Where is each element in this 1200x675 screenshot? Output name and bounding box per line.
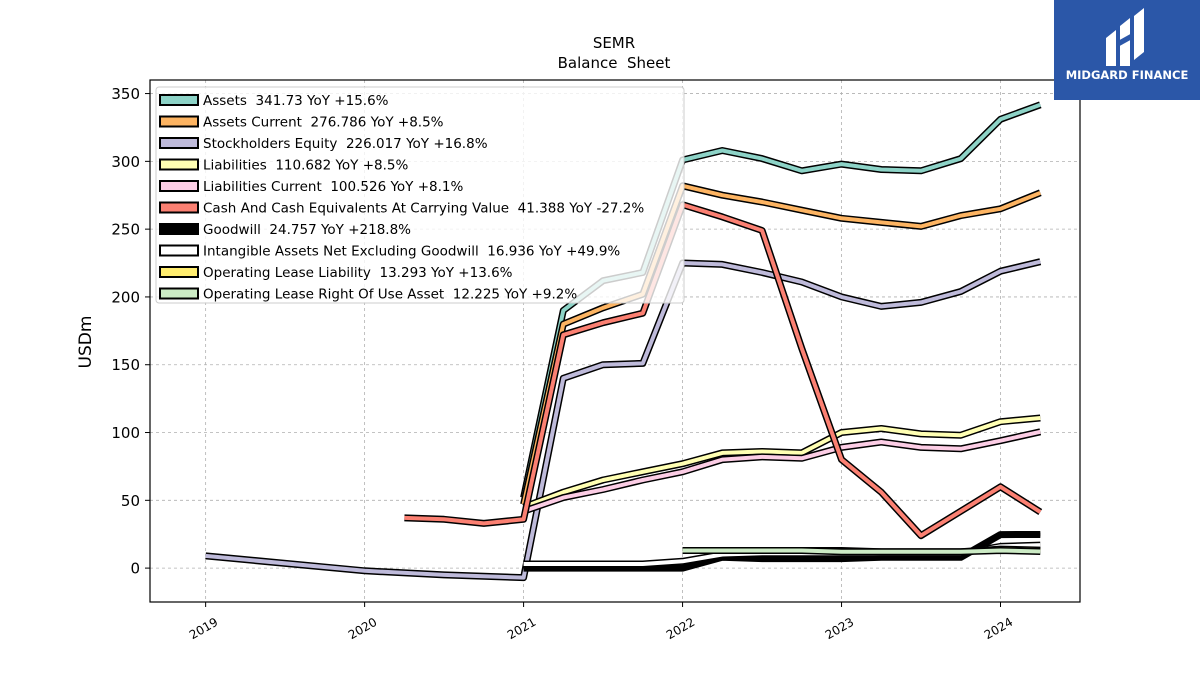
y-axis-label: USDm: [76, 316, 96, 369]
legend-label: Operating Lease Liability 13.293 YoY +13…: [203, 265, 513, 281]
legend-label: Operating Lease Right Of Use Asset 12.22…: [203, 287, 577, 303]
legend-swatch: [159, 201, 199, 214]
legend-swatch: [159, 94, 199, 106]
x-tick-label: 2024: [982, 615, 1015, 642]
midgard-logo-icon: [1106, 8, 1144, 66]
series-10: [682, 547, 1041, 556]
legend-label: Liabilities 110.682 YoY +8.5%: [203, 158, 408, 174]
y-tick-label: 50: [121, 492, 140, 510]
legend-item: Assets 341.73 YoY +15.6%: [159, 93, 389, 109]
legend-item: Cash And Cash Equivalents At Carrying Va…: [159, 201, 644, 217]
series-line-outline: [522, 414, 1041, 511]
legend-item: Liabilities Current 100.526 YoY +8.1%: [159, 179, 463, 195]
legend-item: Operating Lease Liability 13.293 YoY +13…: [159, 265, 513, 281]
series-5: [522, 428, 1042, 515]
x-tick-label: 2021: [505, 615, 538, 642]
brand-logo-text: MIDGARD FINANCE: [1065, 68, 1189, 82]
legend-item: Intangible Assets Net Excluding Goodwill…: [159, 244, 620, 260]
legend-label: Cash And Cash Equivalents At Carrying Va…: [203, 201, 644, 217]
x-tick-label: 2023: [823, 615, 856, 642]
y-tick-label: 150: [111, 356, 140, 374]
y-tick-label: 0: [130, 560, 140, 578]
legend-label: Assets Current 276.786 YoY +8.5%: [203, 115, 444, 131]
series-line: [522, 416, 1041, 509]
y-tick-label: 200: [111, 288, 140, 306]
legend-swatch: [159, 223, 199, 235]
chart-subtitle: Balance Sheet: [558, 54, 671, 72]
x-tick-label: 2020: [346, 615, 379, 642]
legend-label: Stockholders Equity 226.017 YoY +16.8%: [203, 136, 488, 152]
plot-frame: [149, 79, 1081, 603]
series-line: [404, 202, 1042, 538]
series-4: [522, 414, 1041, 511]
legend-swatch: [159, 137, 199, 149]
legend: Assets 341.73 YoY +15.6% Assets Current 2…: [155, 86, 685, 304]
series-line: [205, 259, 1041, 580]
series-line: [682, 548, 1041, 554]
series-line: [521, 183, 1042, 505]
legend-item: Assets Current 276.786 YoY +8.5%: [159, 115, 444, 131]
x-tick-label: 2019: [187, 615, 220, 642]
brand-logo: MIDGARD FINANCE: [1054, 0, 1200, 100]
series-line-outline: [522, 428, 1042, 515]
legend-swatch: [159, 266, 199, 278]
series-group: [205, 101, 1043, 582]
legend-label: Goodwill 24.757 YoY +218.8%: [203, 222, 411, 238]
legend-box: [155, 86, 685, 304]
legend-label: Liabilities Current 100.526 YoY +8.1%: [203, 179, 463, 195]
series-3: [205, 258, 1042, 582]
legend-swatch: [159, 244, 199, 257]
legend-item: Goodwill 24.757 YoY +218.8%: [159, 222, 411, 238]
x-tick-label: 2022: [664, 615, 697, 642]
y-tick-label: 350: [111, 85, 140, 103]
legend-item: Liabilities 110.682 YoY +8.5%: [159, 158, 408, 174]
y-tick-label: 300: [111, 153, 140, 171]
legend-label: Intangible Assets Net Excluding Goodwill…: [203, 244, 620, 260]
y-tick-label: 100: [111, 424, 140, 442]
legend-swatch: [159, 115, 199, 128]
legend-item: Operating Lease Right Of Use Asset 12.22…: [159, 287, 577, 303]
chart-title: SEMR: [593, 34, 635, 52]
y-tick-label: 250: [111, 221, 140, 239]
legend-item: Stockholders Equity 226.017 YoY +16.8%: [159, 136, 488, 152]
series-6: [404, 201, 1043, 540]
legend-swatch: [159, 287, 199, 300]
legend-label: Assets 341.73 YoY +15.6%: [203, 93, 389, 109]
legend-swatch: [159, 158, 199, 171]
series-2: [520, 182, 1042, 506]
series-line: [522, 429, 1041, 514]
legend-swatch: [159, 180, 199, 192]
